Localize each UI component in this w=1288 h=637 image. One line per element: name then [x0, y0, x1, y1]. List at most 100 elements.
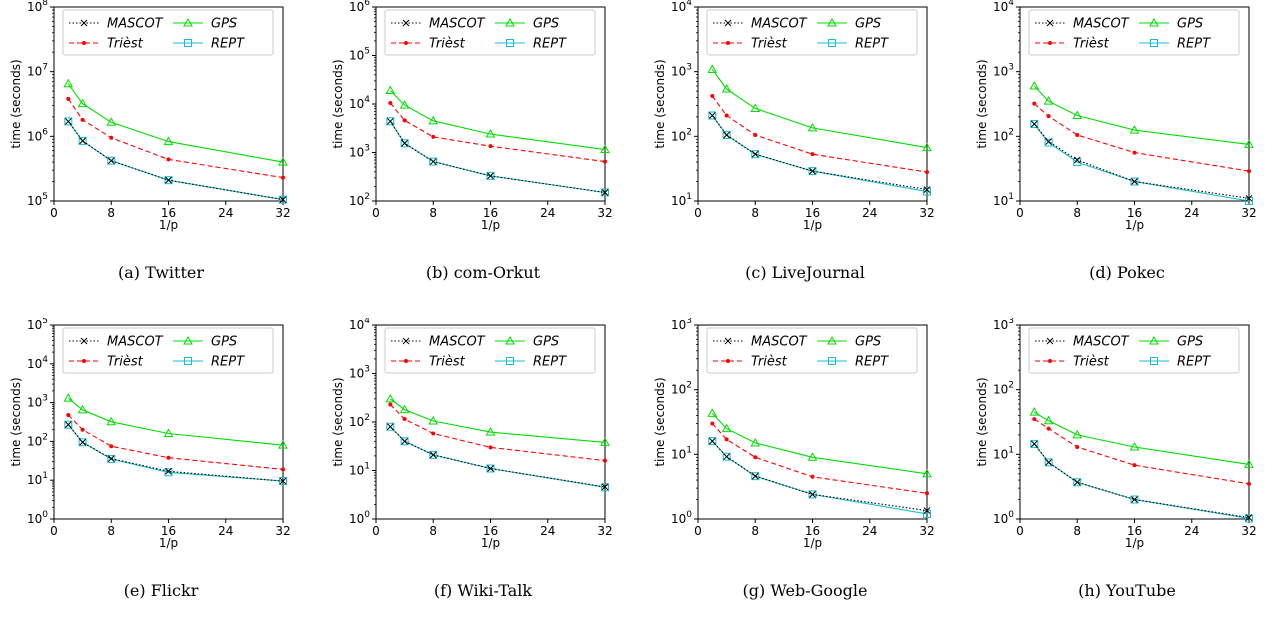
- y-tick-label: 101: [349, 462, 370, 478]
- data-point: [1029, 407, 1040, 416]
- y-tick-label: 103: [27, 394, 48, 410]
- data-point: [1043, 415, 1054, 425]
- legend-item: REPT: [495, 37, 567, 52]
- legend-item: REPT: [817, 37, 889, 52]
- x-tick-label: 24: [862, 524, 877, 538]
- data-point: [1030, 120, 1039, 129]
- legend-label: MASCOT: [751, 17, 808, 32]
- series-line: [67, 98, 284, 179]
- data-point: [485, 129, 496, 138]
- data-point: [1245, 514, 1253, 521]
- chart-svg: 100 101 102 103 0 8 16 24 32 1/p time (seconds) MAS…: [975, 318, 1257, 550]
- data-point: [402, 417, 407, 422]
- legend-item: REPT: [1139, 37, 1211, 52]
- legend-marker: [827, 335, 837, 345]
- data-point: [399, 100, 410, 109]
- legend-label: MASCOT: [1073, 17, 1130, 32]
- y-tick-label: 100: [671, 510, 692, 526]
- legend-label: GPS: [211, 335, 237, 350]
- legend-label: REPT: [855, 355, 889, 370]
- series-line: [711, 115, 928, 191]
- chart-svg: 102 103 104 105 106 0 8 16 24 32 1/p time (seconds)…: [331, 0, 613, 232]
- legend-marker: [1149, 17, 1159, 27]
- data-point: [1046, 426, 1051, 431]
- data-point: [106, 416, 117, 426]
- legend-label: MASCOT: [107, 17, 164, 32]
- data-point: [601, 483, 609, 491]
- data-point: [710, 421, 715, 426]
- legend-item: GPS: [495, 17, 559, 32]
- data-point: [78, 136, 87, 145]
- data-point: [109, 444, 114, 449]
- data-point: [603, 159, 607, 164]
- data-point: [1032, 417, 1037, 422]
- data-point: [600, 437, 610, 446]
- data-point: [1131, 178, 1138, 185]
- series-rept: [708, 111, 931, 196]
- series-gps: [63, 393, 288, 449]
- data-point: [279, 477, 287, 485]
- data-point: [1030, 440, 1038, 448]
- series-line: [711, 69, 928, 149]
- data-point: [810, 152, 815, 157]
- legend-label: Trièst: [429, 37, 466, 52]
- legend-label: Trièst: [429, 355, 466, 370]
- chart-panel-4: 101 102 103 104 0 8 16 24 32 1/p time (seconds) MAS…: [966, 0, 1288, 318]
- legend-label: MASCOT: [429, 335, 486, 350]
- x-tick-label: 0: [1016, 206, 1024, 220]
- y-tick-label: 104: [27, 355, 48, 371]
- data-point: [1045, 138, 1052, 145]
- legend-item: REPT: [173, 37, 245, 52]
- figure-caption: (g) Web-Google: [742, 581, 868, 600]
- series-mascot: [708, 112, 931, 193]
- legend-label: MASCOT: [751, 335, 808, 350]
- x-tick-label: 24: [540, 524, 555, 538]
- y-tick-label: 101: [993, 445, 1014, 461]
- series-line: [389, 102, 606, 163]
- legend-label: REPT: [533, 355, 567, 370]
- legend-box: [1028, 9, 1240, 56]
- data-point: [1073, 158, 1082, 167]
- legend-box: [384, 327, 596, 374]
- legend-label: MASCOT: [1073, 335, 1130, 350]
- y-tick-label: 100: [349, 510, 370, 526]
- data-point: [388, 100, 393, 105]
- series-gps: [707, 408, 932, 478]
- series-gps: [385, 85, 610, 154]
- chart-panel-6: 100 101 102 103 104 0 8 16 24 32 1/p time (seconds)…: [322, 318, 644, 636]
- data-point: [106, 117, 117, 126]
- x-axis-label: 1/p: [803, 218, 822, 232]
- legend-marker: [828, 39, 836, 47]
- series-gps: [63, 78, 288, 166]
- data-point: [751, 150, 759, 158]
- data-point: [753, 132, 758, 137]
- legend-item: REPT: [173, 355, 245, 370]
- data-point: [708, 437, 716, 445]
- data-point: [1245, 514, 1253, 523]
- data-point: [923, 507, 931, 514]
- data-point: [810, 474, 815, 479]
- data-point: [64, 420, 73, 429]
- chart-svg: 100 101 102 103 104 0 8 16 24 32 1/p time (seconds)…: [331, 318, 613, 550]
- x-axis-label: 1/p: [159, 218, 178, 232]
- legend-label: MASCOT: [429, 17, 486, 32]
- x-tick-label: 32: [597, 524, 612, 538]
- series-line: [1033, 418, 1250, 485]
- series-rept: [64, 117, 287, 204]
- legend-marker: [505, 17, 515, 27]
- data-point: [66, 412, 71, 417]
- data-point: [64, 117, 73, 126]
- data-point: [488, 144, 493, 149]
- data-point: [1245, 194, 1253, 202]
- x-axis-label: 1/p: [1125, 536, 1144, 550]
- legend-marker: [828, 357, 836, 365]
- data-point: [488, 445, 493, 450]
- y-tick-label: 103: [993, 63, 1014, 79]
- legend-marker: [183, 17, 193, 27]
- series-line: [389, 90, 606, 151]
- series-gps: [707, 64, 932, 152]
- x-tick-label: 0: [50, 206, 58, 220]
- legend-marker: [1048, 41, 1052, 45]
- data-point: [1130, 495, 1139, 504]
